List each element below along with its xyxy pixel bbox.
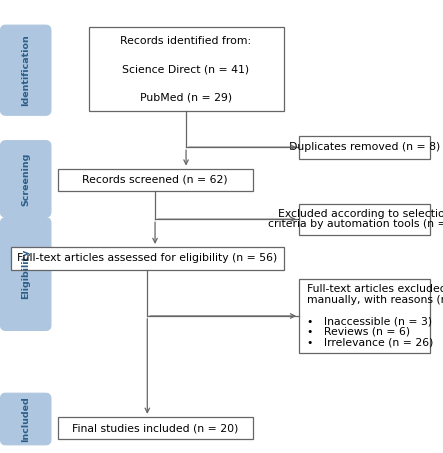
FancyBboxPatch shape <box>0 140 51 217</box>
FancyBboxPatch shape <box>11 247 284 270</box>
FancyBboxPatch shape <box>89 27 284 111</box>
Text: Records screened (n = 62): Records screened (n = 62) <box>82 175 228 185</box>
Text: Excluded according to selection: Excluded according to selection <box>278 209 443 219</box>
FancyBboxPatch shape <box>299 279 430 353</box>
Text: Duplicates removed (n = 8): Duplicates removed (n = 8) <box>289 142 440 152</box>
FancyBboxPatch shape <box>299 204 430 235</box>
Text: Final studies included (n = 20): Final studies included (n = 20) <box>72 423 238 433</box>
Text: criteria by automation tools (n = 6): criteria by automation tools (n = 6) <box>268 219 443 229</box>
Text: Identification: Identification <box>21 34 30 106</box>
Text: Records identified from:: Records identified from: <box>120 36 252 46</box>
Text: Eligibility: Eligibility <box>21 249 30 299</box>
Text: Full-text articles excluded: Full-text articles excluded <box>307 284 443 294</box>
FancyBboxPatch shape <box>58 169 253 191</box>
FancyBboxPatch shape <box>0 25 51 115</box>
FancyBboxPatch shape <box>0 217 51 331</box>
FancyBboxPatch shape <box>299 136 430 159</box>
Text: Science Direct (n = 41): Science Direct (n = 41) <box>123 64 249 74</box>
Text: •   Irrelevance (n = 26): • Irrelevance (n = 26) <box>307 337 433 347</box>
Text: Screening: Screening <box>21 152 30 206</box>
FancyBboxPatch shape <box>0 393 51 445</box>
Text: Included: Included <box>21 396 30 442</box>
Text: Full-text articles assessed for eligibility (n = 56): Full-text articles assessed for eligibil… <box>17 253 277 263</box>
Text: •   Inaccessible (n = 3): • Inaccessible (n = 3) <box>307 316 432 326</box>
FancyBboxPatch shape <box>58 417 253 439</box>
Text: manually, with reasons (n = 35): manually, with reasons (n = 35) <box>307 295 443 305</box>
Text: PubMed (n = 29): PubMed (n = 29) <box>140 92 232 102</box>
Text: •   Reviews (n = 6): • Reviews (n = 6) <box>307 327 410 337</box>
